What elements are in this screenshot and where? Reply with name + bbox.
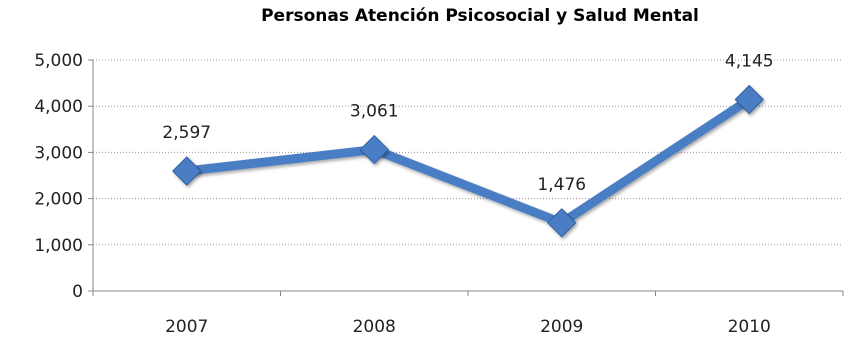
series-line-path bbox=[182, 95, 754, 228]
gridlines bbox=[93, 59, 843, 246]
data-point-marker bbox=[547, 208, 577, 238]
y-tick-label: 1,000 bbox=[34, 236, 83, 256]
axes: 0 1,000 2,000 3,000 4,000 5,000 2007 2008 2009 20… bbox=[34, 51, 844, 337]
data-point-marker bbox=[734, 84, 764, 115]
x-tick-label: 2008 bbox=[353, 317, 396, 337]
markers bbox=[172, 84, 764, 238]
data-labels: 2,597 3,061 1,476 4,145 bbox=[162, 52, 773, 195]
data-point-marker bbox=[359, 134, 389, 165]
x-tick-label: 2007 bbox=[165, 317, 208, 337]
x-tick-label: 2010 bbox=[728, 317, 771, 337]
data-label: 3,061 bbox=[350, 102, 399, 122]
x-tick-label: 2009 bbox=[540, 317, 583, 337]
data-label: 4,145 bbox=[725, 52, 774, 72]
chart-title: Personas Atención Psicosocial y Salud Me… bbox=[261, 6, 699, 26]
y-tick-label: 5,000 bbox=[34, 51, 83, 71]
series-line bbox=[182, 95, 754, 228]
y-tick-label: 2,000 bbox=[34, 190, 83, 210]
y-tick-label: 3,000 bbox=[34, 143, 83, 163]
y-tick-label: 4,000 bbox=[34, 97, 83, 117]
y-tick-label: 0 bbox=[72, 282, 83, 302]
data-label: 2,597 bbox=[162, 123, 211, 143]
data-label: 1,476 bbox=[537, 175, 586, 195]
data-point-marker bbox=[172, 156, 202, 186]
